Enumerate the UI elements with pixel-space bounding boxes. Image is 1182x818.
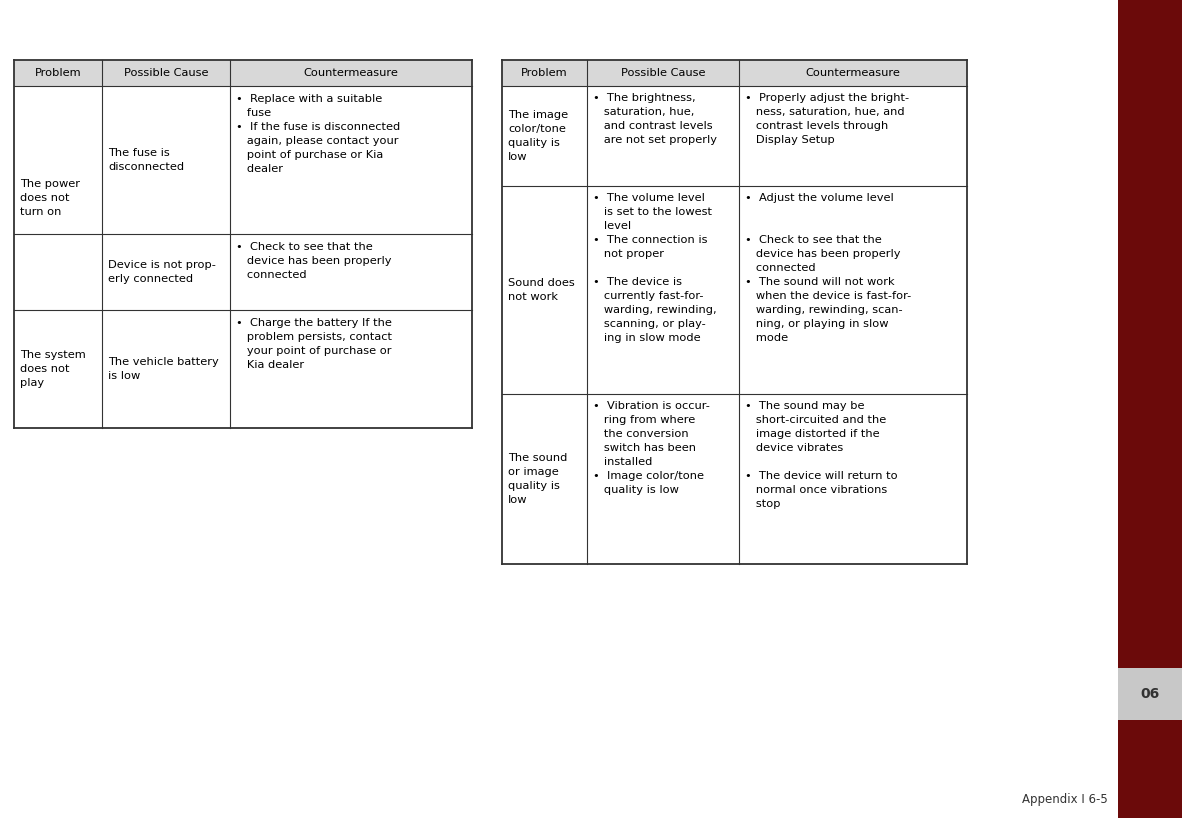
Text: Device is not prop-
erly connected: Device is not prop- erly connected	[108, 260, 216, 284]
Text: Appendix I 6-5: Appendix I 6-5	[1022, 793, 1108, 806]
Text: •  Charge the battery If the
   problem persists, contact
   your point of purch: • Charge the battery If the problem pers…	[236, 318, 392, 370]
Text: The power
does not
turn on: The power does not turn on	[20, 179, 80, 217]
Text: •  Replace with a suitable
   fuse
•  If the fuse is disconnected
   again, plea: • Replace with a suitable fuse • If the …	[236, 94, 401, 174]
Text: •  Vibration is occur-
   ring from where
   the conversion
   switch has been
 : • Vibration is occur- ring from where th…	[593, 401, 710, 495]
Text: The vehicle battery
is low: The vehicle battery is low	[108, 357, 219, 381]
Bar	[502, 60, 967, 86]
Text: The sound
or image
quality is
low: The sound or image quality is low	[508, 453, 567, 505]
Text: •  Adjust the volume level


•  Check to see that the
   device has been properl: • Adjust the volume level • Check to see…	[745, 193, 911, 343]
Text: 06: 06	[1141, 687, 1160, 701]
Bar	[1118, 668, 1182, 720]
Text: The fuse is
disconnected: The fuse is disconnected	[108, 148, 184, 172]
Text: Sound does
not work: Sound does not work	[508, 278, 574, 302]
Text: •  Properly adjust the bright-
   ness, saturation, hue, and
   contrast levels : • Properly adjust the bright- ness, satu…	[745, 93, 909, 145]
Text: The system
does not
play: The system does not play	[20, 350, 86, 388]
Text: Problem: Problem	[521, 68, 567, 78]
Bar	[14, 60, 472, 86]
Text: Countermeasure: Countermeasure	[806, 68, 901, 78]
Text: Possible Cause: Possible Cause	[621, 68, 706, 78]
Text: The image
color/tone
quality is
low: The image color/tone quality is low	[508, 110, 569, 162]
Text: Countermeasure: Countermeasure	[304, 68, 398, 78]
Text: Problem: Problem	[34, 68, 82, 78]
Text: •  The sound may be
   short-circuited and the
   image distorted if the
   devi: • The sound may be short-circuited and t…	[745, 401, 897, 509]
Text: •  Check to see that the
   device has been properly
   connected: • Check to see that the device has been …	[236, 242, 391, 280]
Text: Possible Cause: Possible Cause	[124, 68, 208, 78]
Text: •  The volume level
   is set to the lowest
   level
•  The connection is
   not: • The volume level is set to the lowest …	[593, 193, 716, 343]
Text: •  The brightness,
   saturation, hue,
   and contrast levels
   are not set pro: • The brightness, saturation, hue, and c…	[593, 93, 717, 145]
Bar	[1118, 0, 1182, 818]
